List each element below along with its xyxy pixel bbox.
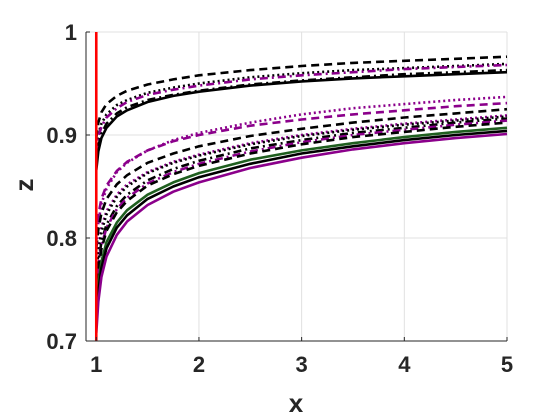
series-line-13 bbox=[95, 121, 508, 295]
grid bbox=[86, 31, 508, 342]
series-line-1 bbox=[95, 55, 508, 139]
y-axis-label: z bbox=[9, 179, 39, 192]
x-tick-label: 3 bbox=[296, 352, 308, 377]
series-line-2 bbox=[95, 62, 508, 150]
x-tick-label: 2 bbox=[193, 352, 205, 377]
x-tick-label: 5 bbox=[501, 352, 513, 377]
series-line-7 bbox=[95, 101, 508, 236]
y-tick-label: 0.8 bbox=[46, 226, 77, 251]
series-line-4 bbox=[95, 68, 508, 164]
series-line-3 bbox=[95, 63, 508, 153]
y-tick-label: 0.7 bbox=[46, 329, 77, 354]
y-tick-label: 0.9 bbox=[46, 123, 77, 148]
axes bbox=[85, 31, 508, 342]
series-line-5 bbox=[95, 70, 508, 171]
series-line-10 bbox=[95, 115, 508, 280]
tick-labels: 1 2 3 4 5 0.7 0.8 0.9 1 bbox=[46, 20, 513, 377]
series-line-8 bbox=[95, 107, 508, 249]
series-line-12 bbox=[95, 119, 508, 292]
series-line-15 bbox=[95, 129, 508, 321]
series-line-16 bbox=[95, 132, 508, 333]
x-tick-label: 4 bbox=[398, 352, 411, 377]
x-tick-label: 1 bbox=[90, 352, 102, 377]
series-line-14 bbox=[95, 126, 508, 313]
series-group bbox=[94, 32, 508, 341]
x-axis-label: x bbox=[289, 388, 304, 418]
y-tick-label: 1 bbox=[65, 20, 77, 45]
